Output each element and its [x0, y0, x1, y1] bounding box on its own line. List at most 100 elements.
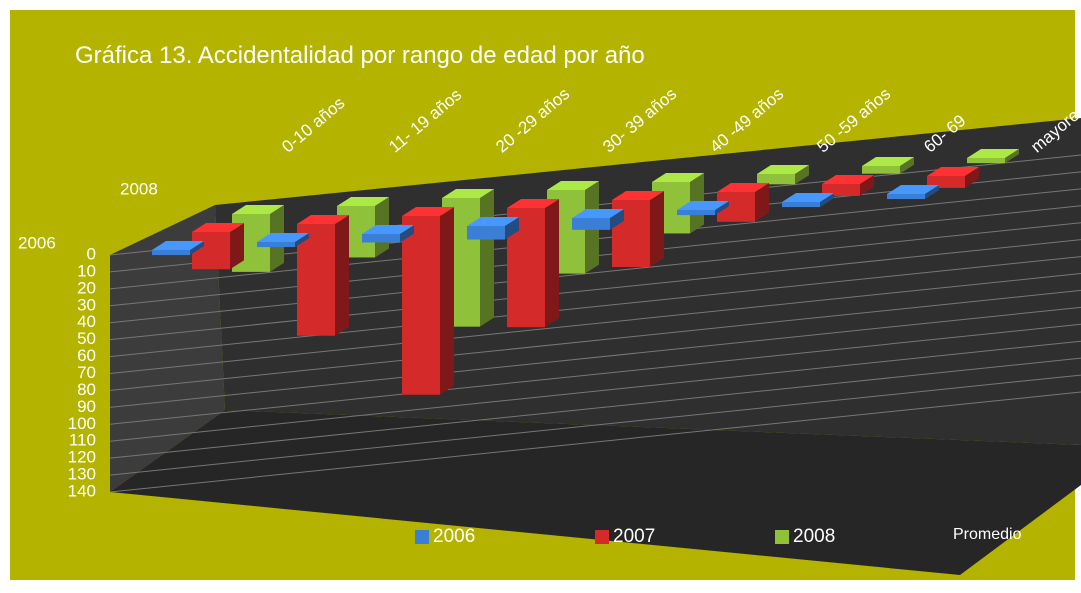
bar: [822, 175, 874, 196]
bar-side: [715, 201, 729, 216]
y-tick-label: 20: [77, 278, 96, 297]
bar-top: [822, 175, 874, 184]
grid-line: [109, 306, 1081, 408]
bar-front: [967, 158, 1005, 164]
grid-line: [109, 239, 1081, 341]
bar-side: [335, 215, 349, 336]
y-tick-label: 130: [68, 465, 96, 484]
grid-line: [109, 391, 1081, 493]
y-tick-label: 60: [77, 346, 96, 365]
bar-side: [440, 207, 454, 395]
bar-top: [887, 185, 939, 194]
bar-top: [232, 205, 284, 214]
bar-top: [257, 233, 309, 242]
bar-top: [782, 193, 834, 202]
y-tick-label: 120: [68, 448, 96, 467]
legend-label: 2007: [613, 526, 655, 547]
bar-front: [927, 176, 965, 188]
bar-front: [862, 166, 900, 174]
bar-top: [402, 207, 454, 216]
bar-front: [362, 234, 400, 243]
y-tick-label: 100: [68, 414, 96, 433]
side-wall: [110, 205, 225, 492]
legend-label: Promedio: [953, 526, 1022, 543]
bar-front: [677, 210, 715, 216]
bar: [152, 241, 204, 256]
bar-top: [572, 209, 624, 218]
depth-label: 2008: [120, 179, 158, 198]
bar-side: [610, 209, 624, 230]
y-tick-label: 70: [77, 363, 96, 382]
y-tick-label: 80: [77, 380, 96, 399]
bar-top: [192, 223, 244, 232]
bar-front: [467, 226, 505, 240]
bar: [362, 225, 414, 243]
bar-top: [717, 183, 769, 192]
grid-line: [109, 374, 1081, 476]
bar-front: [402, 216, 440, 395]
bar-side: [400, 225, 414, 243]
bar-top: [297, 215, 349, 224]
grid-line: [109, 222, 1081, 324]
bar-side: [900, 157, 914, 174]
bar: [612, 191, 664, 268]
bar: [297, 215, 349, 336]
bar: [402, 207, 454, 395]
bar: [717, 183, 769, 222]
bar-front: [757, 174, 795, 185]
grid-line: [109, 357, 1081, 459]
bar-front: [257, 242, 295, 248]
bar-side: [545, 199, 559, 328]
bar-side: [860, 175, 874, 196]
bar-top: [927, 167, 979, 176]
bar-top: [337, 197, 389, 206]
bar-side: [795, 165, 809, 185]
bar: [257, 233, 309, 248]
y-tick-label: 50: [77, 329, 96, 348]
bar: [862, 157, 914, 174]
bar-top: [967, 149, 1019, 158]
bar: [927, 167, 979, 188]
bar-top: [652, 173, 704, 182]
bar: [677, 201, 729, 216]
bar-front: [152, 250, 190, 256]
bar-top: [152, 241, 204, 250]
bar-top: [547, 181, 599, 190]
bar-side: [295, 233, 309, 248]
bar-top: [442, 189, 494, 198]
bar-top: [507, 199, 559, 208]
floor: [110, 410, 1081, 575]
bar-front: [572, 218, 610, 230]
bar-side: [650, 191, 664, 268]
grid-line: [109, 289, 1081, 391]
bar-front: [822, 184, 860, 196]
bar-side: [755, 183, 769, 222]
bar: [967, 149, 1019, 164]
legend-swatch: [595, 530, 609, 544]
bar-side: [480, 189, 494, 327]
bar: [572, 209, 624, 230]
bar-front: [887, 194, 925, 200]
bar-front: [297, 224, 335, 336]
bar-front: [192, 232, 230, 270]
legend-swatch: [775, 530, 789, 544]
depth-label: 2006: [18, 233, 56, 252]
bar-top: [467, 217, 519, 226]
bar-side: [190, 241, 204, 256]
bar-front: [782, 202, 820, 208]
grid-line: [109, 340, 1081, 442]
y-tick-label: 10: [77, 261, 96, 280]
bar-side: [965, 167, 979, 188]
bar-side: [820, 193, 834, 208]
y-tick-label: 30: [77, 295, 96, 314]
bar-side: [925, 185, 939, 200]
bar: [782, 193, 834, 208]
grid-line: [109, 323, 1081, 425]
bar: [467, 217, 519, 240]
y-tick-label: 110: [69, 431, 96, 450]
chart-title: Gráfica 13. Accidentalidad por rango de …: [75, 42, 645, 69]
legend-label: 2008: [793, 526, 835, 547]
y-tick-label: 40: [77, 312, 96, 331]
